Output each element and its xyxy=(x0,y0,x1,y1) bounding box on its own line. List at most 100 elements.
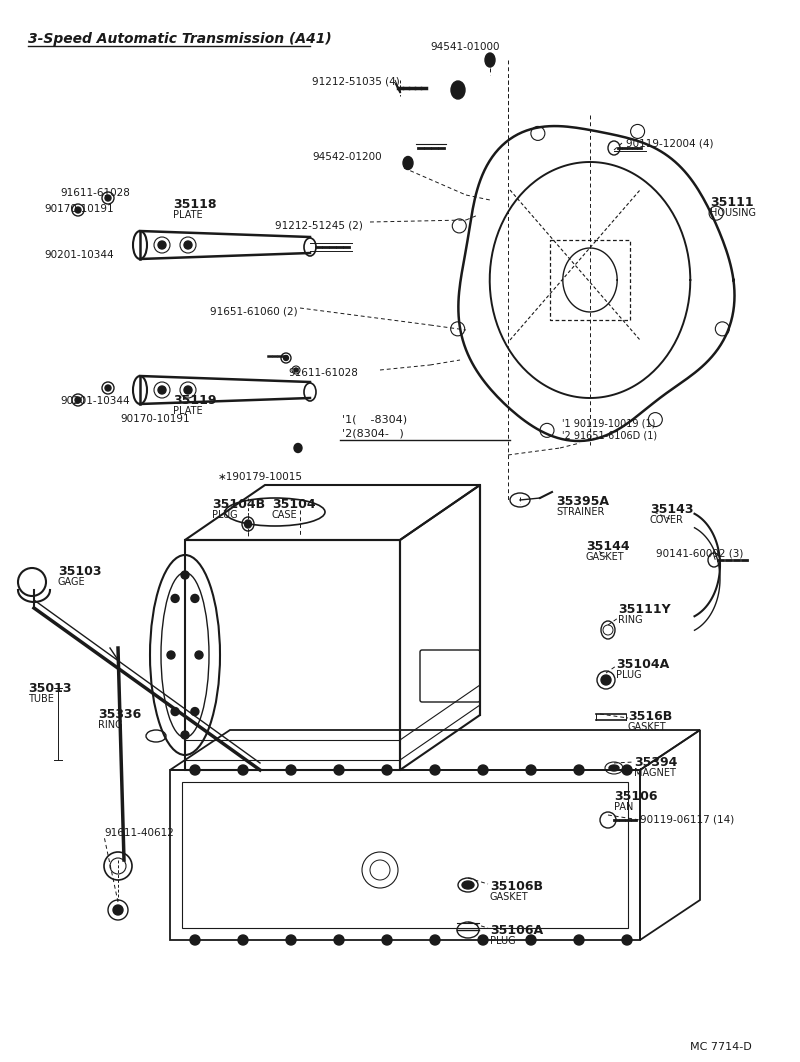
Text: 3516B: 3516B xyxy=(628,710,672,723)
Ellipse shape xyxy=(245,520,251,528)
Ellipse shape xyxy=(462,881,474,889)
Text: 35394: 35394 xyxy=(634,756,678,769)
Circle shape xyxy=(195,651,203,660)
Circle shape xyxy=(238,935,248,945)
Text: TUBE: TUBE xyxy=(28,693,54,704)
Circle shape xyxy=(238,765,248,775)
Circle shape xyxy=(574,765,584,775)
Ellipse shape xyxy=(184,386,192,394)
Text: 35111Y: 35111Y xyxy=(618,603,670,616)
Text: PLATE: PLATE xyxy=(173,210,202,220)
Circle shape xyxy=(171,707,179,716)
Circle shape xyxy=(622,765,632,775)
Circle shape xyxy=(334,935,344,945)
Text: 35336: 35336 xyxy=(98,708,142,721)
Ellipse shape xyxy=(609,765,619,771)
Ellipse shape xyxy=(294,444,302,452)
Circle shape xyxy=(526,765,536,775)
Circle shape xyxy=(601,675,611,685)
Ellipse shape xyxy=(403,156,413,170)
Text: 94542-01200: 94542-01200 xyxy=(312,152,382,162)
Text: GASKET: GASKET xyxy=(490,892,529,902)
Text: '1 90119-10019 (1): '1 90119-10019 (1) xyxy=(562,418,655,428)
Circle shape xyxy=(191,595,199,602)
Text: 90170-10191: 90170-10191 xyxy=(44,204,114,215)
Text: 35106B: 35106B xyxy=(490,880,543,893)
Text: 90201-10344: 90201-10344 xyxy=(60,396,130,406)
Circle shape xyxy=(181,571,189,579)
Circle shape xyxy=(478,765,488,775)
Text: PLUG: PLUG xyxy=(616,670,642,680)
Text: MAGNET: MAGNET xyxy=(634,768,676,778)
Text: 90201-10344: 90201-10344 xyxy=(44,250,114,260)
Text: 90119-12004 (4): 90119-12004 (4) xyxy=(626,138,714,148)
Ellipse shape xyxy=(75,397,81,402)
Text: CASE: CASE xyxy=(272,510,298,520)
Circle shape xyxy=(382,765,392,775)
Text: 35111: 35111 xyxy=(710,196,754,209)
Text: HOUSING: HOUSING xyxy=(710,208,756,218)
Text: PLUG: PLUG xyxy=(212,510,238,520)
Text: 35143: 35143 xyxy=(650,503,694,516)
Circle shape xyxy=(382,935,392,945)
Text: 91611-61028: 91611-61028 xyxy=(288,369,358,378)
Circle shape xyxy=(574,935,584,945)
Text: 35103: 35103 xyxy=(58,565,102,578)
Text: 90141-60002 (3): 90141-60002 (3) xyxy=(656,548,743,558)
Text: 35395A: 35395A xyxy=(556,495,609,508)
Circle shape xyxy=(622,935,632,945)
Text: '2(8304-   ): '2(8304- ) xyxy=(342,428,404,438)
Text: 35118: 35118 xyxy=(173,198,217,211)
Text: GASKET: GASKET xyxy=(628,722,666,732)
Circle shape xyxy=(190,935,200,945)
Ellipse shape xyxy=(158,386,166,394)
Text: 3-Speed Automatic Transmission (A41): 3-Speed Automatic Transmission (A41) xyxy=(28,32,332,46)
Ellipse shape xyxy=(451,81,465,99)
Text: GAGE: GAGE xyxy=(58,577,86,587)
Text: MC 7714-D: MC 7714-D xyxy=(690,1042,752,1052)
Circle shape xyxy=(286,935,296,945)
Circle shape xyxy=(526,935,536,945)
Circle shape xyxy=(190,765,200,775)
Circle shape xyxy=(191,707,199,716)
Text: PLUG: PLUG xyxy=(490,936,516,946)
Text: 35119: 35119 xyxy=(173,394,217,407)
Text: 35013: 35013 xyxy=(28,682,71,695)
Circle shape xyxy=(167,651,175,660)
Text: '1(    -8304): '1( -8304) xyxy=(342,415,407,425)
Text: 35106: 35106 xyxy=(614,790,658,803)
Text: 91651-61060 (2): 91651-61060 (2) xyxy=(210,306,298,316)
Ellipse shape xyxy=(294,369,298,372)
Circle shape xyxy=(430,765,440,775)
Text: 91212-51035 (4): 91212-51035 (4) xyxy=(312,76,400,86)
Circle shape xyxy=(286,765,296,775)
Text: RING: RING xyxy=(618,615,642,626)
Circle shape xyxy=(478,935,488,945)
Text: STRAINER: STRAINER xyxy=(556,507,604,517)
Circle shape xyxy=(171,595,179,602)
Text: GASKET: GASKET xyxy=(586,552,625,562)
Text: 91611-40612: 91611-40612 xyxy=(104,828,174,838)
Circle shape xyxy=(113,905,123,915)
Text: 91611-61028: 91611-61028 xyxy=(60,188,130,198)
Text: 90170-10191: 90170-10191 xyxy=(120,414,190,424)
Circle shape xyxy=(334,765,344,775)
Ellipse shape xyxy=(105,195,111,201)
Text: ∗190179-10015: ∗190179-10015 xyxy=(218,472,303,482)
Ellipse shape xyxy=(105,386,111,391)
Text: COVER: COVER xyxy=(650,515,684,525)
Text: '2 91651-6106D (1): '2 91651-6106D (1) xyxy=(562,430,657,440)
Circle shape xyxy=(430,935,440,945)
Ellipse shape xyxy=(283,356,289,360)
Ellipse shape xyxy=(158,241,166,249)
Text: 94541-01000: 94541-01000 xyxy=(430,42,499,52)
Ellipse shape xyxy=(75,207,81,213)
Ellipse shape xyxy=(184,241,192,249)
Text: 35104B: 35104B xyxy=(212,498,265,511)
Text: RING: RING xyxy=(98,720,122,730)
Text: 35106A: 35106A xyxy=(490,924,543,937)
Text: 90119-06117 (14): 90119-06117 (14) xyxy=(640,813,734,824)
Text: 35104: 35104 xyxy=(272,498,316,511)
Text: 35104A: 35104A xyxy=(616,658,670,671)
Circle shape xyxy=(181,731,189,739)
